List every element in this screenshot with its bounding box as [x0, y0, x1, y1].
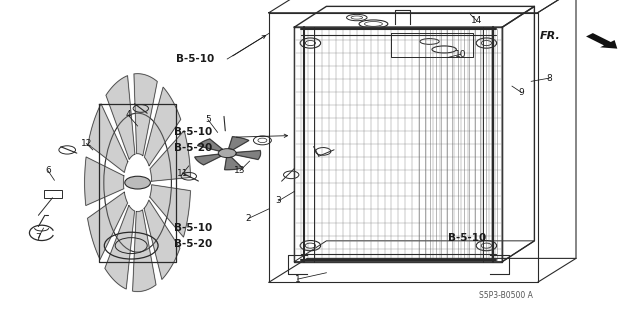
Polygon shape: [145, 87, 180, 166]
Polygon shape: [150, 185, 191, 237]
Polygon shape: [236, 151, 260, 160]
Polygon shape: [88, 104, 128, 173]
Polygon shape: [134, 74, 157, 156]
Circle shape: [125, 176, 150, 189]
Polygon shape: [197, 139, 223, 151]
Text: 12: 12: [81, 139, 92, 148]
Text: 5: 5: [205, 115, 211, 124]
Polygon shape: [195, 154, 221, 165]
Text: 14: 14: [471, 16, 483, 25]
Text: B-5-10: B-5-10: [176, 54, 214, 64]
Text: B-5-10: B-5-10: [448, 233, 486, 243]
Text: 10: 10: [455, 50, 467, 59]
Polygon shape: [228, 137, 249, 150]
Text: 7: 7: [36, 233, 41, 242]
Polygon shape: [106, 76, 135, 160]
Text: 6: 6: [45, 166, 51, 175]
Text: 13: 13: [234, 166, 246, 175]
Text: B-5-20: B-5-20: [174, 239, 212, 249]
Text: B-5-10: B-5-10: [174, 223, 212, 233]
Polygon shape: [225, 157, 243, 170]
Text: 11: 11: [177, 169, 188, 178]
Polygon shape: [150, 130, 191, 181]
Text: 8: 8: [547, 74, 552, 83]
Text: 9: 9: [519, 88, 524, 97]
Polygon shape: [84, 157, 124, 205]
Text: 2: 2: [246, 214, 251, 223]
Text: 3: 3: [276, 197, 281, 205]
FancyArrow shape: [586, 33, 618, 49]
Text: B-5-20: B-5-20: [174, 143, 212, 153]
Polygon shape: [88, 192, 127, 259]
Circle shape: [218, 149, 236, 158]
Polygon shape: [105, 205, 134, 289]
Text: 4: 4: [125, 110, 131, 119]
Polygon shape: [132, 210, 156, 292]
Text: FR.: FR.: [540, 31, 561, 41]
Text: S5P3-B0500 A: S5P3-B0500 A: [479, 291, 532, 300]
Text: B-5-10: B-5-10: [174, 127, 212, 137]
Text: 1: 1: [295, 275, 300, 284]
Polygon shape: [144, 200, 180, 279]
